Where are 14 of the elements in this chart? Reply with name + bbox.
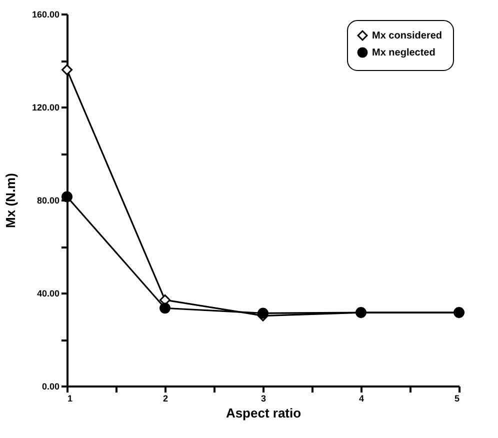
x-tick-label: 3 xyxy=(260,394,266,404)
y-axis-title: Mx (N.m) xyxy=(2,173,18,228)
y-tick-label: 160.00 xyxy=(32,10,60,20)
y-tick-label: 40.00 xyxy=(36,288,60,298)
y-tick-label: 120.00 xyxy=(32,102,60,112)
x-axis-title: Aspect ratio xyxy=(226,406,302,420)
x-tick-label: 2 xyxy=(162,394,168,404)
x-tick-label: 1 xyxy=(68,394,73,404)
y-tick-label: 0.00 xyxy=(42,382,60,392)
x-tick-label: 5 xyxy=(454,394,460,404)
legend-label: Mx neglected xyxy=(372,48,436,58)
x-tick-label: 4 xyxy=(358,394,364,404)
y-tick-label: 80.00 xyxy=(36,196,60,206)
legend-label: Mx considered xyxy=(372,30,442,42)
